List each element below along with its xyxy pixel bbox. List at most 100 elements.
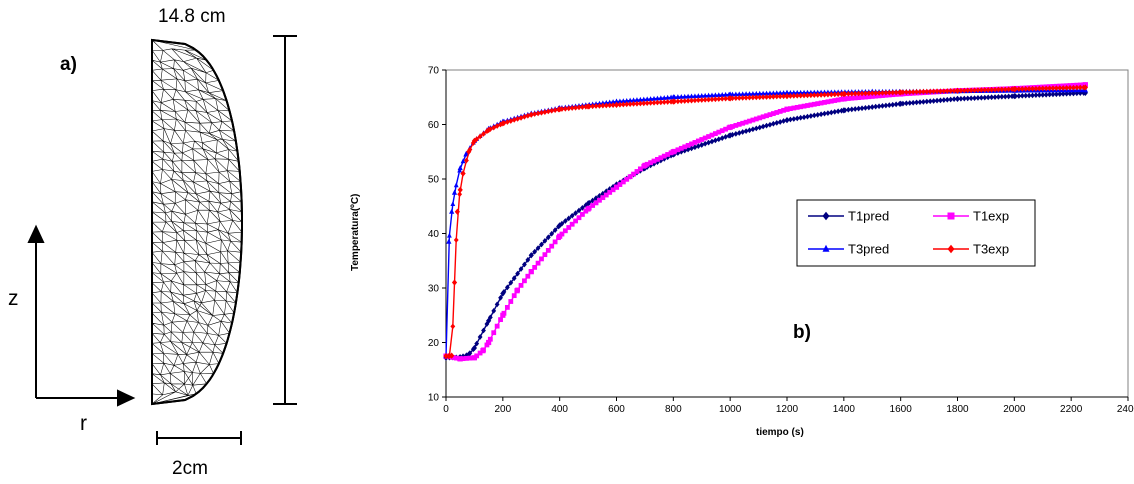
data-point [603,99,609,105]
data-point [1006,86,1012,93]
data-point [1030,92,1035,99]
legend-label: T3exp [973,242,1009,257]
data-point [965,95,971,102]
data-point [985,86,991,93]
data-point [557,222,563,229]
data-point [743,94,749,101]
y-tick-label: 30 [428,284,440,295]
data-point [784,93,790,100]
data-point [777,119,783,125]
x-axis-ticks: 0 200 400 600 800 1000 1200 1400 1600 1800 2000 220… [443,397,1134,415]
data-point [471,344,478,352]
data-point [917,99,923,106]
data-point [661,95,667,100]
data-point [975,87,981,94]
x-tick-label: 2400 [1117,404,1134,415]
data-point [542,238,548,244]
data-point [603,192,609,198]
data-point [454,208,460,215]
data-point [815,92,821,98]
data-point [750,94,756,101]
data-point [907,100,913,106]
data-point [856,90,862,97]
data-point [545,247,551,253]
data-point [791,116,797,122]
data-point [1050,91,1056,98]
data-point [511,293,517,299]
data-point [702,135,708,141]
data-point [525,273,531,279]
data-point [528,269,534,275]
data-point [723,91,729,97]
data-point [743,119,749,125]
data-point [825,99,831,105]
y-axis-label: Temperatura(ºC) [350,193,361,271]
data-point [451,279,458,286]
data-point [689,93,694,99]
data-point [747,91,752,96]
data-point [648,96,653,101]
data-point [539,241,544,248]
data-point [518,266,524,272]
data-point [794,104,800,110]
data-point [481,130,486,137]
data-point [682,98,688,104]
data-point [989,94,994,101]
data-point [869,90,875,97]
data-point [562,228,568,234]
data-point [798,104,804,110]
height-dimension-bar [273,35,297,405]
x-tick-label: 800 [665,404,682,415]
legend-label: T1exp [973,209,1009,224]
data-point [740,129,746,135]
data-point [1016,86,1022,92]
data-point [692,140,698,145]
data-point [1043,85,1049,92]
data-point [921,88,926,95]
data-point [675,98,681,105]
data-point [620,101,626,108]
data-point [841,96,847,102]
y-tick-label: 50 [428,175,440,186]
data-point [689,141,694,147]
legend-item-T1exp: T1exp [933,209,1009,224]
data-point [471,137,478,144]
data-point [774,93,780,100]
chart-panel-label: b) [793,322,811,343]
x-tick-label: 0 [443,404,449,415]
data-point [1019,86,1025,92]
data-point [1006,93,1012,100]
data-point [651,99,657,106]
data-point [999,86,1005,93]
data-point [514,288,520,294]
data-point [613,184,620,190]
data-point [457,164,463,171]
data-point [1030,85,1035,92]
data-point [914,89,919,95]
data-point [1047,85,1052,92]
data-point [781,90,786,95]
data-point [449,208,455,214]
data-point [670,149,676,155]
data-point [460,356,466,362]
data-point [549,243,555,249]
data-point [471,355,478,361]
data-point [733,95,739,102]
data-point [642,162,648,168]
data-point [695,97,701,104]
data-point [528,111,534,118]
data-point [699,142,705,148]
data-point [805,89,810,95]
data-point [597,197,602,203]
data-point [535,110,541,117]
data-point [965,87,971,94]
data-point [910,89,916,95]
data-point [788,93,793,99]
data-point [569,221,575,227]
data-point [631,171,636,177]
data-point [815,111,821,118]
data-point [753,94,759,101]
data-point [954,87,961,94]
data-point [699,93,705,98]
data-point [655,99,660,106]
